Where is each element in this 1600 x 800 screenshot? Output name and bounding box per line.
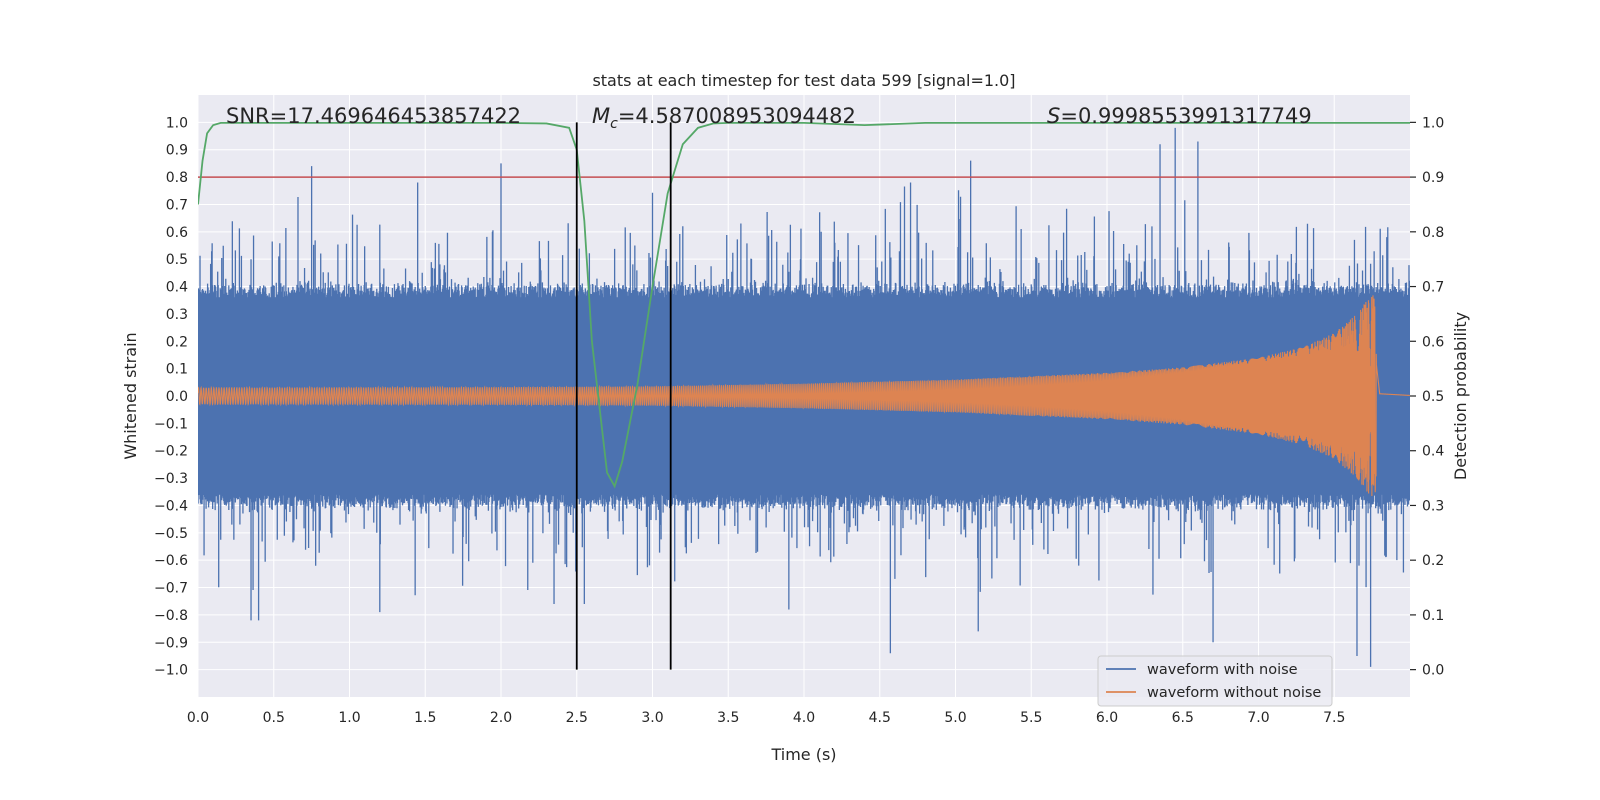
y-tick-label: 0.5 (166, 252, 188, 268)
y2-tick-label: 0.0 (1422, 663, 1444, 679)
chirp-mass-annotation: Mc=4.587008953094482 (592, 104, 856, 132)
y2-tick-label: 0.3 (1422, 498, 1444, 514)
y2-tick-label: 0.1 (1422, 608, 1444, 624)
y-tick-label: −0.2 (154, 444, 188, 460)
x-tick-label: 4.0 (793, 710, 815, 726)
mc-value: =4.587008953094482 (618, 104, 856, 128)
y-tick-label: −0.7 (154, 581, 188, 597)
y-tick-label: 0.4 (166, 280, 188, 296)
y-tick-label: 0.8 (166, 170, 188, 186)
x-tick-label: 1.0 (338, 710, 360, 726)
y-tick-label: −0.4 (154, 498, 188, 514)
mc-symbol: M (592, 104, 610, 128)
y-tick-label: 1.0 (166, 115, 188, 131)
y2-tick-label: 1.0 (1422, 115, 1444, 131)
x-tick-label: 3.0 (641, 710, 663, 726)
legend-box (1097, 655, 1333, 707)
series-detection-probability (198, 122, 1410, 489)
y-tick-label: −0.6 (154, 553, 188, 569)
y-tick-label: 0.0 (166, 389, 188, 405)
y-tick-label: 0.6 (166, 225, 188, 241)
y-tick-label: −0.1 (154, 416, 188, 432)
x-tick-label: 3.5 (717, 710, 739, 726)
mc-subscript: c (610, 116, 618, 132)
y2-tick-label: 0.4 (1422, 444, 1444, 460)
y-tick-label: −0.3 (154, 471, 188, 487)
y2-tick-label: 0.5 (1422, 389, 1444, 405)
x-tick-label: 7.5 (1323, 710, 1345, 726)
y-tick-label: −0.9 (154, 635, 188, 651)
x-axis-label: Time (s) (770, 745, 836, 764)
y-tick-label: −0.5 (154, 526, 188, 542)
s-value: =0.9998553991317749 (1060, 104, 1311, 128)
score-annotation: S=0.9998553991317749 (1047, 104, 1312, 128)
x-tick-label: 5.5 (1020, 710, 1042, 726)
y2-tick-label: 0.7 (1422, 280, 1444, 296)
y-axis-label: Whitened strain (121, 332, 140, 459)
x-tick-label: 7.0 (1247, 710, 1269, 726)
y-tick-label: 0.7 (166, 197, 188, 213)
y2-tick-label: 0.2 (1422, 553, 1444, 569)
legend-label-noise: waveform with noise (1147, 662, 1298, 678)
s-symbol: S (1047, 104, 1060, 128)
y2-axis-label: Detection probability (1451, 312, 1470, 480)
x-tick-label: 2.5 (566, 710, 588, 726)
x-tick-label: 0.0 (187, 710, 209, 726)
x-tick-label: 2.0 (490, 710, 512, 726)
legend-label-clean: waveform without noise (1147, 685, 1321, 701)
snr-annotation: SNR=17.469646453857422 (226, 104, 521, 128)
chart-title: stats at each timestep for test data 599… (592, 71, 1015, 90)
x-tick-label: 1.5 (414, 710, 436, 726)
y2-tick-label: 0.9 (1422, 170, 1444, 186)
y2-tick-label: 0.6 (1422, 334, 1444, 350)
legend: waveform with noise waveform without noi… (1097, 655, 1333, 707)
y-tick-label: 0.3 (166, 307, 188, 323)
y-tick-label: 0.9 (166, 143, 188, 159)
y-tick-label: −1.0 (154, 663, 188, 679)
y2-tick-label: 0.8 (1422, 225, 1444, 241)
y-tick-label: 0.1 (166, 362, 188, 378)
y-tick-label: 0.2 (166, 334, 188, 350)
x-tick-label: 5.0 (944, 710, 966, 726)
y-tick-label: −0.8 (154, 608, 188, 624)
x-tick-label: 6.0 (1096, 710, 1118, 726)
x-tick-label: 4.5 (869, 710, 891, 726)
x-tick-label: 6.5 (1172, 710, 1194, 726)
x-tick-label: 0.5 (263, 710, 285, 726)
series-waveform-without-noise (198, 295, 1410, 497)
